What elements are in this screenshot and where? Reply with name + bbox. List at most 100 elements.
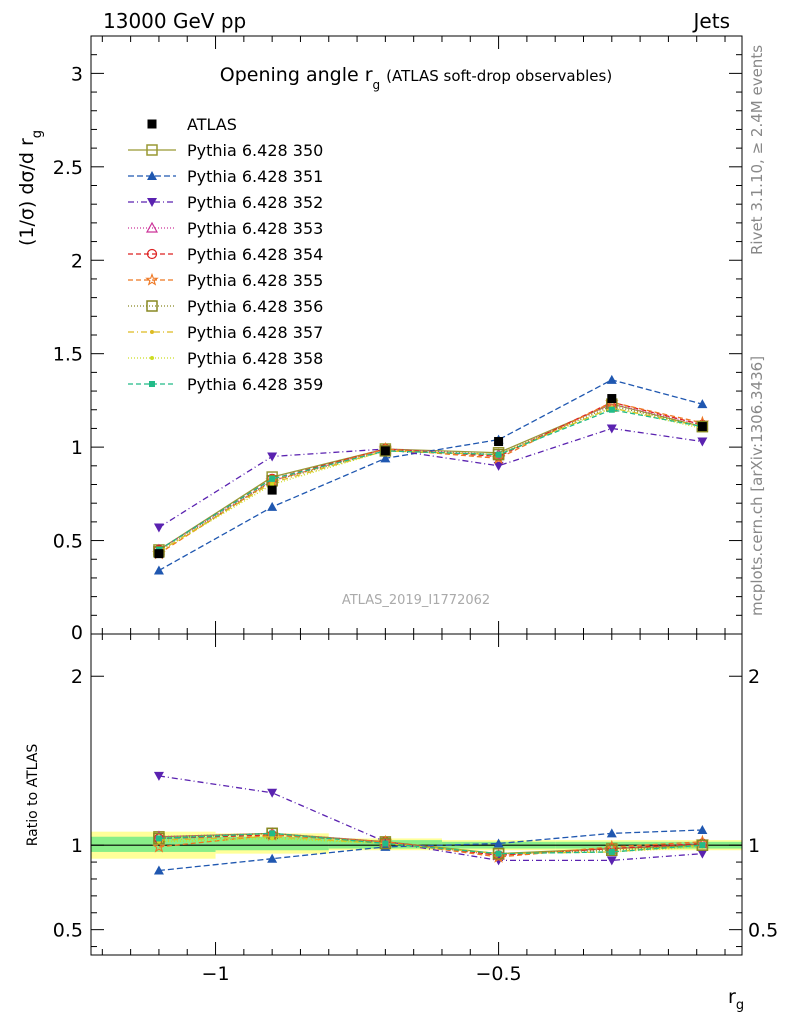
ratio-panel: 0.5 0.5 1 1 2 2 −1 −0.5 — [53, 633, 778, 985]
ratio-series-line — [158, 834, 703, 858]
series-point — [606, 374, 617, 384]
ratio-series-line — [158, 832, 703, 855]
legend-marker — [149, 381, 155, 387]
x-tick-label: −1 — [202, 963, 230, 985]
series-5 — [153, 397, 708, 556]
legend-entry-9: Pythia 6.428 358 — [128, 349, 323, 368]
data-point — [154, 549, 164, 559]
series-line — [158, 401, 703, 555]
ratio-series-point — [495, 850, 502, 857]
ratio-series-point — [493, 838, 504, 848]
legend-entry-10: Pythia 6.428 359 — [128, 375, 323, 394]
series-line — [158, 403, 703, 551]
ratio-y-axis-label: Ratio to ATLAS — [25, 744, 41, 847]
legend-entry-3: Pythia 6.428 352 — [128, 193, 323, 212]
side-text-lower: mcplots.cern.ch [arXiv:1306.3436] — [748, 356, 766, 616]
ratio-y-tick-label-right: 2 — [748, 666, 760, 688]
main-panel: 0.5 1 1.5 2 2.5 3 0 — [53, 35, 743, 644]
legend-entry-atlas: ATLAS — [147, 115, 237, 134]
series-point — [493, 461, 504, 471]
ratio-series-point — [269, 830, 276, 837]
ratio-series-point — [267, 788, 278, 798]
y-tick-label: 2 — [71, 250, 83, 272]
series-4 — [152, 397, 709, 555]
legend-label: Pythia 6.428 358 — [187, 349, 323, 368]
legend: ATLAS Pythia 6.428 350 Pythia 6.428 351 Pyt… — [128, 115, 323, 394]
ratio-series-line — [158, 775, 703, 862]
legend-label: ATLAS — [187, 115, 237, 134]
data-atlas — [154, 394, 707, 559]
ratio-series-point — [697, 824, 708, 834]
series-point — [380, 453, 391, 463]
y-tick-label: 0 — [71, 622, 83, 644]
y-tick-label: 3 — [71, 63, 83, 85]
series-line — [158, 407, 703, 553]
side-text-upper: Rivet 3.1.10, ≥ 2.4M events — [748, 45, 766, 255]
y-tick-label: 1 — [71, 437, 83, 459]
series-point — [492, 448, 505, 461]
legend-label: Pythia 6.428 359 — [187, 375, 323, 394]
ratio-y-tick-label-right: 1 — [748, 835, 760, 857]
ratio-y-tick-label-right: 0.5 — [748, 920, 778, 942]
legend-marker — [146, 248, 158, 260]
panel-frame — [90, 633, 743, 956]
legend-entry-8: Pythia 6.428 357 — [128, 323, 323, 342]
series-point — [153, 523, 164, 533]
ratio-series-point — [152, 839, 166, 853]
header-left: 13000 GeV pp — [103, 9, 246, 33]
series-8 — [156, 405, 705, 554]
legend-entry-1: Pythia 6.428 350 — [128, 141, 323, 160]
series-1 — [153, 398, 709, 556]
data-point — [267, 485, 277, 495]
legend-marker — [146, 144, 158, 156]
legend-label: Pythia 6.428 356 — [187, 297, 323, 316]
legend-label: Pythia 6.428 351 — [187, 167, 323, 186]
ratio-series-point — [697, 849, 708, 859]
legend-marker — [145, 272, 159, 286]
legend-label: Pythia 6.428 352 — [187, 193, 323, 212]
ratio-y-tick-label: 2 — [71, 666, 83, 688]
data-point — [697, 422, 707, 432]
ratio-series-point — [606, 844, 618, 857]
legend-marker — [147, 171, 157, 180]
series-line — [158, 409, 703, 551]
ratio-series-point — [155, 835, 162, 842]
series-point — [697, 437, 708, 447]
ratio-series-point — [153, 771, 164, 781]
ratio-series-10 — [155, 830, 706, 857]
series-point — [267, 501, 278, 511]
series-7 — [153, 400, 709, 558]
series-point — [153, 565, 164, 575]
ratio-series-point — [606, 856, 617, 866]
main-title: Opening angle rg (ATLAS soft-drop observa… — [220, 64, 612, 92]
data-point — [607, 394, 617, 404]
series-9 — [156, 405, 705, 554]
legend-marker — [150, 356, 154, 360]
series-point — [270, 482, 275, 487]
legend-label: Pythia 6.428 353 — [187, 219, 323, 238]
ratio-series-point — [699, 842, 706, 849]
ratio-series-line — [158, 829, 703, 872]
legend-marker — [145, 221, 159, 233]
ratio-series-line — [158, 837, 703, 855]
ratio-y-tick-label: 0.5 — [53, 920, 83, 942]
legend-label: Pythia 6.428 357 — [187, 323, 323, 342]
legend-marker — [147, 198, 157, 207]
header-right: Jets — [692, 9, 730, 33]
y-axis-label: (1/σ) dσ/d rg — [16, 130, 45, 246]
y-tick-label: 2.5 — [53, 157, 83, 179]
data-point — [494, 437, 504, 447]
series-10 — [155, 406, 706, 553]
series-point — [606, 424, 617, 434]
series-6 — [152, 395, 710, 560]
series-point — [267, 452, 278, 462]
ratio-series-point — [153, 865, 164, 875]
legend-label: Pythia 6.428 354 — [187, 245, 323, 264]
ratio-y-tick-label: 1 — [71, 835, 83, 857]
series-line — [158, 379, 703, 572]
series-3 — [153, 424, 708, 533]
legend-entry-4: Pythia 6.428 353 — [128, 219, 323, 238]
watermark: ATLAS_2019_I1772062 — [342, 593, 490, 608]
ratio-series-line — [158, 832, 703, 855]
